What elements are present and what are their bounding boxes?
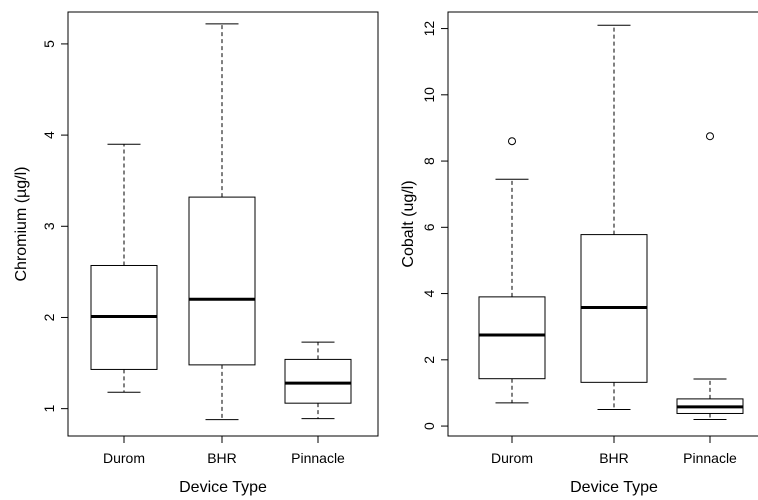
panel-2-x-tick-label: BHR — [599, 450, 629, 466]
panel-2-y-axis-title: Cobalt (ug/l) — [400, 180, 417, 267]
panel-1-y-tick-label: 5 — [41, 40, 57, 48]
panel-1-y-tick-label: 2 — [41, 313, 57, 321]
panel-2-x-tick-label: Durom — [491, 450, 533, 466]
panel-2-y-tick-label: 8 — [421, 157, 437, 165]
panel-1-x-axis-title: Device Type — [179, 479, 267, 496]
panel-2-y-tick-label: 4 — [421, 289, 437, 297]
panel-1-frame — [67, 11, 379, 437]
panel-2-box-pinnacle-outlier — [706, 132, 714, 141]
panel-2-y-tick-label: 10 — [421, 87, 437, 103]
panel-2-y-tick-label: 2 — [421, 356, 437, 364]
panel-2-x-axis-title: Device Type — [570, 479, 658, 496]
panel-1-x-tick-label: Durom — [103, 450, 145, 466]
panel-1-y-tick-label: 1 — [41, 405, 57, 413]
panel-1-box-pinnacle-iqr — [284, 358, 352, 404]
panel-1-box-bhr-iqr — [188, 196, 256, 366]
panel-2-box-durom-outlier — [508, 137, 516, 146]
panel-1-y-tick-label: 3 — [41, 222, 57, 230]
panel-2-box-durom-iqr — [478, 296, 546, 380]
panel-2-y-tick-label: 12 — [421, 21, 437, 37]
panel-2-frame — [447, 11, 758, 437]
panel-1-y-tick-label: 4 — [41, 131, 57, 139]
panel-1-y-axis-title: Chromium (µg/l) — [13, 166, 30, 281]
panel-2-x-tick-label: Pinnacle — [683, 450, 737, 466]
panel-2-y-tick-label: 6 — [421, 223, 437, 231]
panel-2-y-tick-label: 0 — [421, 422, 437, 430]
panel-1-x-tick-label: Pinnacle — [291, 450, 345, 466]
panel-1-x-tick-label: BHR — [207, 450, 237, 466]
